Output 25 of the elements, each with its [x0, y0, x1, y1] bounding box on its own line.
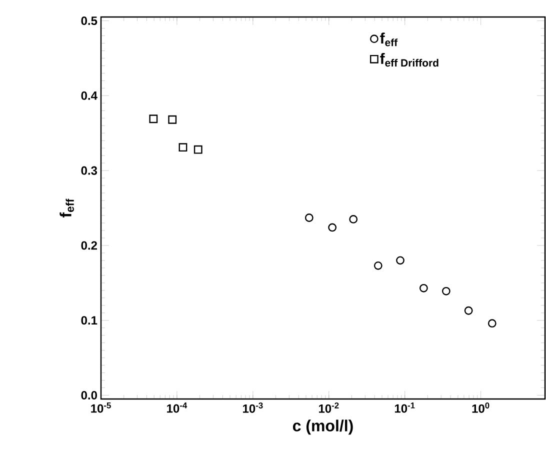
y-tick-label: 0.5 — [81, 16, 98, 25]
y-tick-label: 0.0 — [81, 391, 97, 400]
legend-label: $\text{f}_{\text{eff}}$ — [380, 32, 398, 46]
legend-label: $\text{f}_{\text{eff Drifford}}$ — [380, 52, 438, 67]
point — [349, 215, 358, 224]
x-tick-label: 10$^{-2}$ — [318, 402, 339, 413]
x-axis-title: c (mol/l) — [292, 420, 353, 435]
x-tick-label: 10$^{-3}$ — [243, 402, 263, 413]
y-axis-title: f$_{eff}$ — [60, 198, 74, 218]
y-tick-label: 0.1 — [81, 316, 98, 325]
x-tick-label: 10$^{-5}$ — [91, 402, 111, 413]
point — [374, 261, 382, 270]
x-tick-label: 10$^{0}$ — [472, 402, 490, 413]
point — [396, 256, 404, 265]
x-tick-label: 10$^{-4}$ — [167, 402, 188, 413]
x-tick-label: 10$^{-1}$ — [394, 402, 415, 413]
point — [304, 214, 314, 222]
point — [464, 306, 473, 315]
point — [488, 319, 496, 328]
point — [419, 284, 428, 292]
y-tick-label: 0.3 — [81, 166, 98, 175]
y-tick-label: 0.2 — [81, 241, 97, 250]
y-tick-label: 0.4 — [81, 91, 98, 100]
point — [328, 223, 337, 232]
point — [442, 286, 450, 296]
